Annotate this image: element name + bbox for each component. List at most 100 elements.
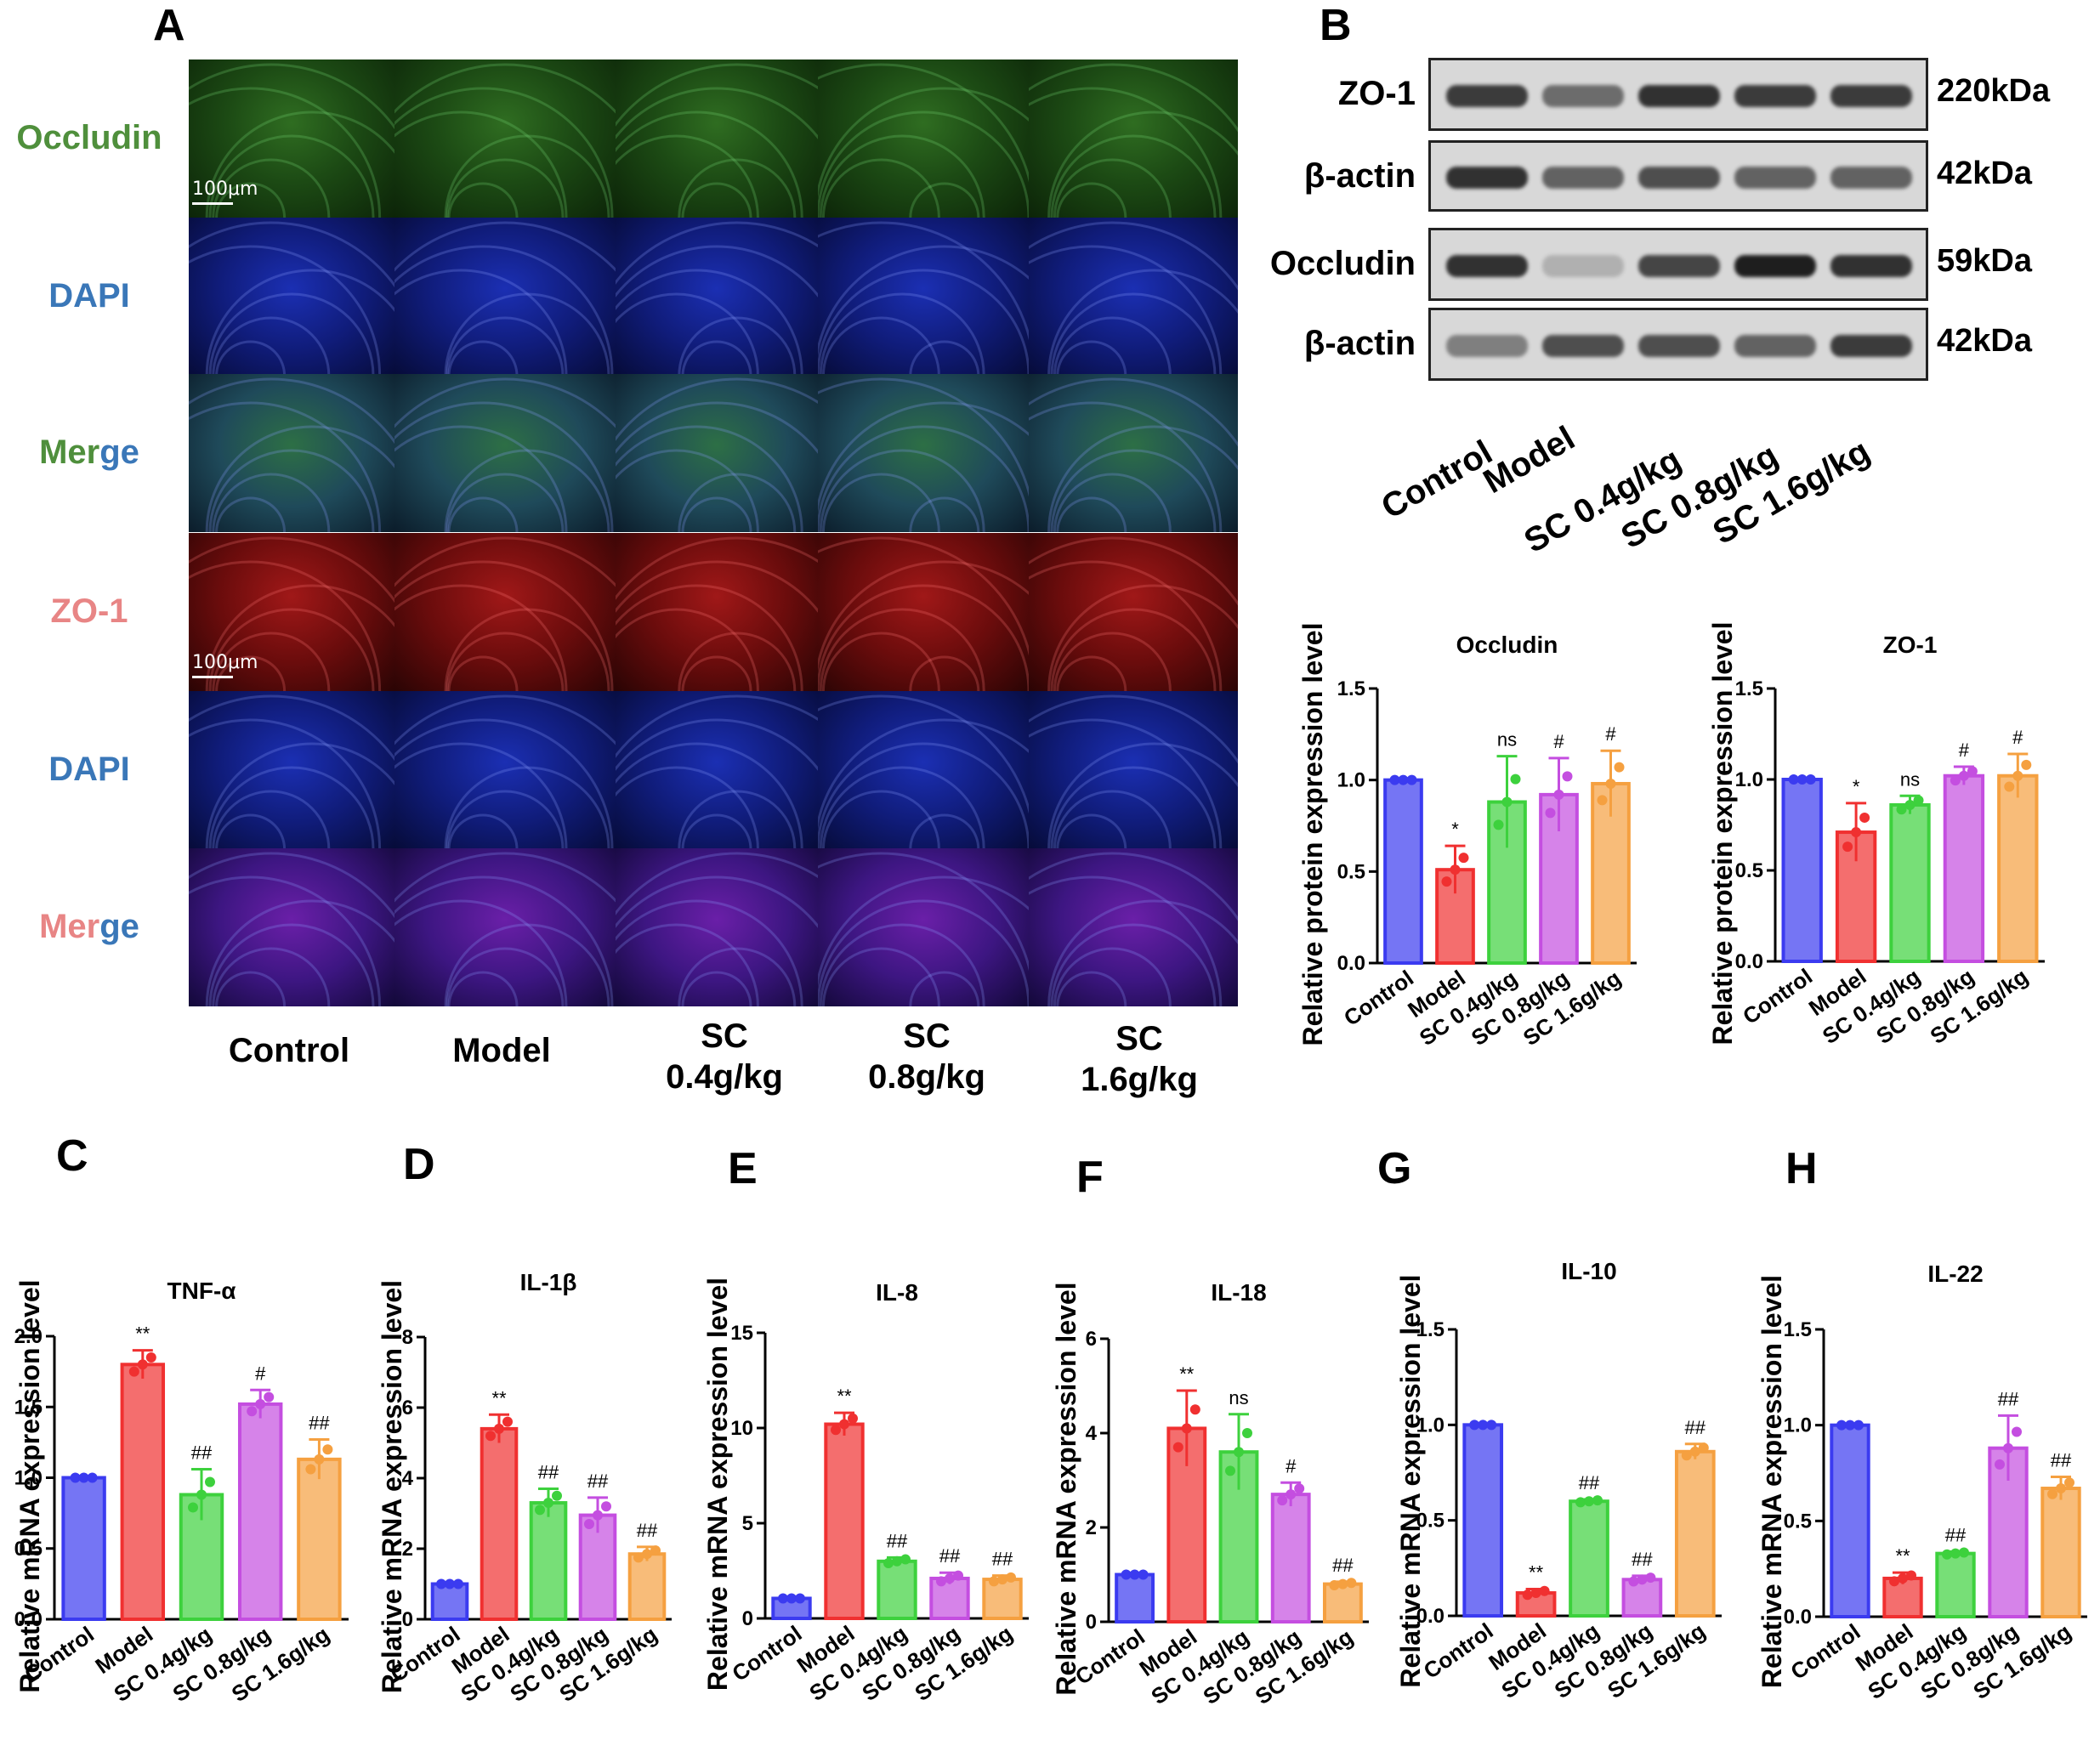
if-group-label: Control [228, 1032, 350, 1069]
bar [1674, 1449, 1716, 1618]
y-tick-label: 0.0 [1735, 950, 1763, 973]
tissue-fold [447, 496, 519, 532]
tissue-fold [1029, 401, 1223, 532]
tissue-fold [616, 718, 818, 771]
blot-protein-label: ZO-1 [1337, 75, 1416, 112]
data-point [1898, 1572, 1908, 1584]
blot-band [1830, 85, 1912, 107]
data-point [1859, 812, 1870, 823]
tissue-fold [1047, 742, 1238, 849]
tissue-fold [394, 245, 614, 376]
micrograph-tile [189, 691, 394, 849]
data-point [900, 1554, 911, 1565]
tissue-fold [189, 245, 382, 376]
micrograph-tile [616, 533, 818, 691]
data-point [87, 1472, 98, 1483]
tissue-fold [205, 584, 394, 691]
tissue-fold [819, 608, 985, 691]
tissue-fold [208, 449, 375, 532]
chart-title: TNF-α [167, 1278, 236, 1304]
data-point [642, 1549, 652, 1560]
significance-label: ## [887, 1530, 908, 1551]
data-point [264, 1391, 275, 1402]
tissue-fold [681, 971, 752, 1006]
tissue-fold [446, 158, 565, 218]
data-point [936, 1576, 946, 1587]
if-row-label-part: ge [99, 908, 139, 945]
blot-band [1638, 85, 1720, 107]
micrograph-tile [394, 218, 616, 376]
micrograph-tile [394, 691, 616, 849]
tissue-fold [616, 608, 759, 691]
bar [2040, 1487, 2081, 1618]
tissue-fold [208, 134, 375, 218]
bar [1781, 778, 1823, 963]
tissue-fold [394, 63, 616, 114]
micrograph-tile [818, 691, 1029, 849]
data-point [137, 1359, 148, 1370]
tissue-fold [444, 449, 610, 532]
tissue-fold [189, 718, 382, 849]
data-point [1689, 1446, 1700, 1457]
data-point [1478, 1420, 1489, 1431]
tissue-fold [394, 876, 614, 1006]
data-point [1592, 1495, 1603, 1506]
data-point [1181, 1423, 1192, 1434]
data-point [1441, 876, 1452, 887]
y-tick-label: 0 [402, 1608, 413, 1631]
data-point [1346, 1578, 1357, 1589]
tissue-fold [909, 340, 980, 376]
data-point [1172, 1442, 1183, 1453]
blot-band [1446, 335, 1528, 357]
micrograph-tile [1029, 691, 1238, 849]
tissue-fold [819, 766, 985, 849]
data-point [322, 1444, 333, 1455]
panel-letter-a: A [153, 1, 185, 50]
tissue-texture [616, 377, 818, 532]
tissue-fold [1029, 718, 1223, 849]
data-point [1458, 853, 1469, 864]
y-tick-label: 10 [730, 1417, 753, 1440]
y-axis-label: Relative mRNA expression level [702, 1278, 733, 1691]
tissue-fold [394, 899, 568, 1006]
tissue-fold [444, 766, 610, 849]
tissue-fold [681, 182, 752, 218]
tissue-texture [818, 377, 1029, 532]
tissue-fold [678, 473, 797, 532]
micrograph-tile [616, 848, 818, 1006]
tissue-fold [1050, 292, 1217, 376]
tissue-fold [208, 923, 375, 1006]
data-point [1842, 842, 1853, 853]
tissue-texture [1029, 221, 1238, 376]
tissue-fold [1056, 813, 1127, 849]
y-tick-label: 1.5 [1784, 1318, 1812, 1341]
y-tick-label: 1.0 [1337, 769, 1365, 792]
tissue-fold [205, 425, 394, 532]
bar [1462, 1423, 1504, 1618]
tissue-fold [1050, 923, 1217, 1006]
blot-band [1830, 167, 1912, 189]
data-point [145, 1352, 156, 1363]
tissue-fold [205, 742, 394, 849]
data-point [848, 1413, 858, 1424]
data-point [494, 1423, 504, 1434]
data-point [1575, 1497, 1586, 1508]
data-point [1522, 1590, 1533, 1601]
significance-label: ## [1632, 1549, 1653, 1570]
data-point [1967, 766, 1978, 777]
tissue-fold [446, 316, 565, 376]
if-row-label-part: DAPI [48, 277, 130, 314]
tissue-fold [909, 496, 980, 532]
scale-bar [192, 676, 233, 678]
blot-band [1446, 85, 1528, 107]
data-point [1597, 795, 1608, 806]
bar [877, 1559, 917, 1621]
y-tick-label: 1.5 [14, 1396, 43, 1419]
blot-band [1542, 335, 1624, 357]
data-point [1501, 796, 1513, 808]
micrograph-tile [1029, 533, 1238, 691]
panel-letter-h: H [1785, 1144, 1818, 1193]
significance-label: # [255, 1363, 266, 1384]
y-tick-label: 1.0 [14, 1467, 43, 1490]
micrograph-tile [189, 218, 394, 376]
